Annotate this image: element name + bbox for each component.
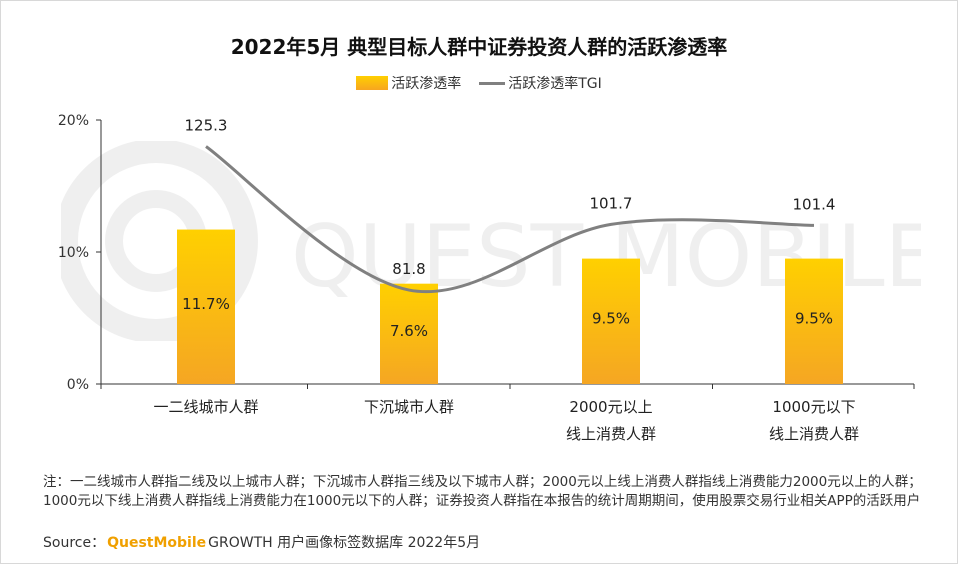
- legend-item-line: 活跃渗透率TGI: [479, 73, 602, 93]
- x-category-label: 线上消费人群: [566, 425, 656, 443]
- chart-plot: 0% 10% 20% 11.7% 7.6% 9.5% 9.5% 125.3 81.8 101.7 1…: [58, 113, 915, 443]
- legend-line-swatch: [479, 81, 506, 85]
- legend-bar-swatch: [356, 76, 389, 90]
- tgi-value-label: 101.7: [590, 194, 633, 212]
- bar: [380, 283, 438, 384]
- x-category-label: 下沉城市人群: [364, 398, 454, 416]
- chart-title: 2022年5月 典型目标人群中证券投资人群的活跃渗透率: [230, 35, 728, 59]
- legend-line-label: 活跃渗透率TGI: [508, 76, 602, 92]
- legend: 活跃渗透率 活跃渗透率TGI: [1, 73, 957, 93]
- y-tick-label: 0%: [67, 377, 89, 393]
- bar-value-label: 9.5%: [795, 309, 833, 327]
- bar: [785, 258, 843, 384]
- tgi-value-label: 101.4: [793, 195, 836, 213]
- legend-bar-label: 活跃渗透率: [391, 76, 462, 92]
- x-category-label: 线上消费人群: [769, 425, 859, 443]
- source-suffix: GROWTH 用户画像标签数据库 2022年5月: [208, 535, 481, 551]
- bar-value-label: 7.6%: [390, 322, 428, 340]
- bar: [177, 229, 235, 384]
- x-category-label: 一二线城市人群: [153, 398, 258, 416]
- bar-value-label: 11.7%: [182, 295, 230, 313]
- source-brand: QuestMobile: [107, 535, 207, 551]
- footnote: 注：一二线城市人群指二线及以上城市人群；下沉城市人群指三线及以下城市人群；200…: [43, 474, 922, 509]
- tgi-line: [205, 145, 815, 294]
- bar: [582, 258, 640, 384]
- x-category-label: 2000元以上: [569, 398, 652, 416]
- source-prefix: Source：: [43, 535, 106, 551]
- legend-item-bar: 活跃渗透率: [356, 73, 461, 93]
- x-category-label: 1000元以下: [772, 398, 855, 416]
- bar-value-label: 9.5%: [592, 309, 630, 327]
- source-line: Source： QuestMobile GROWTH 用户画像标签数据库 202…: [43, 532, 480, 552]
- tgi-value-label: 125.3: [185, 117, 228, 135]
- y-tick-label: 10%: [58, 245, 89, 261]
- y-tick-label: 20%: [58, 113, 89, 129]
- tgi-value-label: 81.8: [392, 260, 425, 278]
